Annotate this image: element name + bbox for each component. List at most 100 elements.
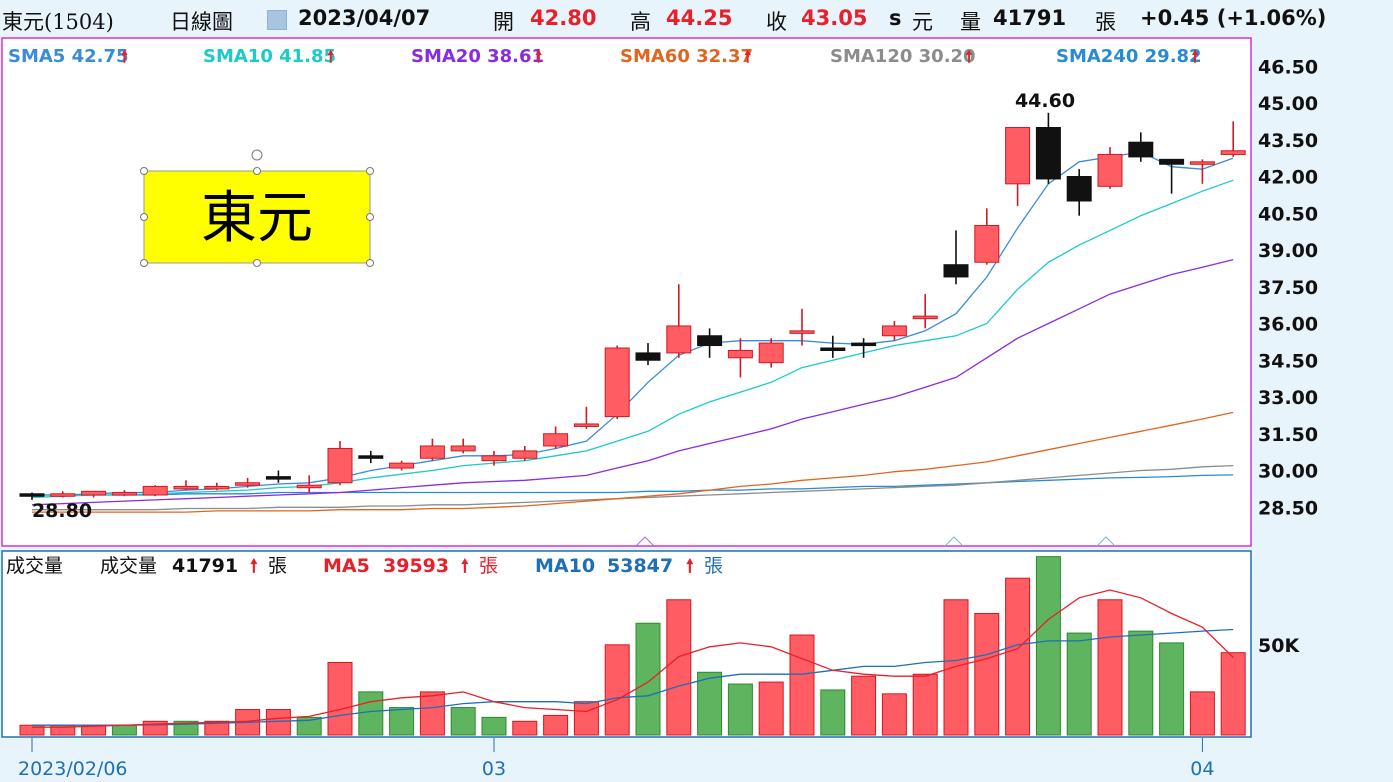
volume-bar	[512, 720, 538, 736]
volume-bar	[204, 720, 230, 736]
candle-body	[50, 493, 76, 497]
vol_ma5-line	[32, 589, 1234, 728]
price-tick: 39.00	[1258, 240, 1318, 262]
price-tick: 28.50	[1258, 497, 1318, 519]
volume-bar	[419, 691, 445, 736]
open-label: 開	[493, 10, 514, 34]
period-dropdown[interactable]	[267, 10, 287, 30]
volume-bar	[851, 675, 877, 736]
price-tick: 36.00	[1258, 314, 1318, 336]
volume-label: 量	[960, 10, 981, 34]
resize-handle[interactable]	[140, 167, 148, 175]
candle-body	[820, 347, 846, 351]
legend-sma5: SMA5 42.75	[8, 46, 129, 67]
resize-handle[interactable]	[140, 259, 148, 267]
legend-up-arrow-icon: 🠕	[327, 47, 334, 66]
volume-title: 成交量	[6, 555, 63, 577]
legend-up-arrow-icon: 🠕	[1192, 47, 1199, 66]
volume-bar	[820, 689, 846, 736]
ma5-arrow: 🠕	[461, 556, 469, 577]
chart-header: 東元(1504) 日線圖 2023/04/07 開 42.80 高 44.25 …	[0, 0, 1393, 38]
legend-up-arrow-icon: 🠕	[966, 47, 973, 66]
legend-sma20: SMA20 38.61	[411, 46, 544, 67]
candle-body	[481, 455, 507, 462]
resize-handle[interactable]	[140, 213, 148, 221]
ma5-value: 39593	[383, 555, 449, 577]
candle-body	[1189, 161, 1215, 165]
volume-bar	[789, 634, 815, 736]
ma10-unit: 張	[704, 555, 723, 577]
volume-bar	[697, 671, 723, 736]
volume-bar	[1066, 632, 1092, 736]
sma240-line	[32, 474, 1234, 496]
volume-bar	[543, 714, 569, 736]
volume-legend-label: 成交量	[100, 555, 157, 577]
price-tick: 43.50	[1258, 130, 1318, 152]
candle-body	[543, 433, 569, 447]
volume-bar	[1220, 652, 1246, 736]
legend-up-arrow-icon: 🠕	[121, 47, 128, 66]
price-tick: 45.00	[1258, 93, 1318, 115]
candle-body	[327, 447, 353, 484]
price-panel	[1, 37, 1252, 547]
resize-handle[interactable]	[366, 259, 374, 267]
resize-handle[interactable]	[253, 259, 261, 267]
stock-name: 東元(1504)	[2, 10, 114, 34]
candle-body	[1097, 153, 1123, 187]
x-tick-label: 04	[1190, 758, 1214, 780]
price-tick: 33.00	[1258, 387, 1318, 409]
candle-body	[111, 492, 137, 496]
close-value: 43.05	[801, 6, 868, 30]
volume-bar	[912, 673, 938, 736]
change-value: +0.45 (+1.06%)	[1140, 6, 1327, 30]
candle-body	[296, 484, 322, 489]
volume-legend-arrow: 🠕	[250, 556, 258, 577]
volume-tick-50k: 50K	[1258, 635, 1300, 657]
candle-body	[450, 445, 476, 452]
volume-ma-lines	[32, 589, 1234, 728]
sma5-line	[32, 151, 1234, 496]
candle-body	[851, 342, 877, 347]
candle-body	[19, 493, 45, 497]
volume-bar	[573, 701, 599, 736]
volume-bar	[1035, 556, 1061, 736]
s-mark: s	[889, 6, 902, 30]
volume-bar	[974, 612, 1000, 736]
candle-body	[697, 335, 723, 347]
volume-legend-unit: 張	[268, 555, 287, 577]
close-label: 收	[766, 10, 787, 34]
volume-bar	[481, 716, 507, 736]
volume-bar	[389, 707, 415, 736]
volume-legend-value: 41791	[172, 555, 238, 577]
price-tick: 46.50	[1258, 56, 1318, 78]
volume-bar	[1128, 630, 1154, 736]
legend-sma10: SMA10 41.85	[203, 46, 336, 67]
x-tick-label: 2023/02/06	[18, 758, 128, 780]
high-value: 44.25	[666, 6, 733, 30]
date-value: 2023/04/07	[298, 6, 431, 30]
candle-body	[1005, 127, 1031, 185]
ma5-unit: 張	[479, 555, 498, 577]
price-tick: 37.50	[1258, 277, 1318, 299]
resize-handle[interactable]	[366, 213, 374, 221]
candle-body	[265, 476, 291, 480]
volume-bars	[19, 556, 1246, 736]
date-axis: 2023/02/06 03 04	[18, 738, 1214, 780]
candle-body	[1220, 150, 1246, 155]
candle-body	[173, 485, 199, 490]
ma10-value: 53847	[607, 555, 673, 577]
volume-bar	[1097, 599, 1123, 736]
candle-body	[666, 325, 692, 354]
candle-body	[142, 485, 168, 496]
legend-up-arrow-icon: 🠕	[535, 47, 542, 66]
resize-handle[interactable]	[366, 167, 374, 175]
text-annotation-box[interactable]: 東元	[140, 149, 374, 267]
candle-body	[419, 445, 445, 459]
rotate-handle-icon[interactable]	[251, 149, 263, 161]
volume-bar	[1005, 577, 1031, 736]
price-tick: 34.50	[1258, 350, 1318, 372]
resize-handle[interactable]	[253, 167, 261, 175]
sma10-line	[31, 179, 1234, 499]
candle-body	[1159, 158, 1185, 165]
